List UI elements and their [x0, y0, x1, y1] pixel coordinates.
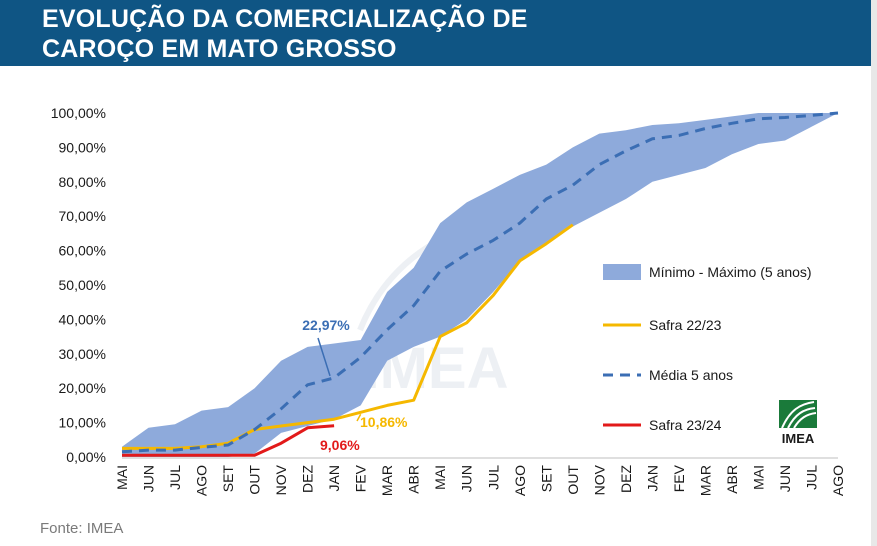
y-tick-label: 60,00% [59, 243, 106, 259]
y-tick-label: 80,00% [59, 174, 106, 190]
x-tick-label: MAI [432, 465, 448, 490]
legend-label-safra-2324: Safra 23/24 [649, 417, 722, 433]
y-tick-label: 90,00% [59, 139, 106, 155]
page-edge [871, 0, 877, 546]
commercialization-chart: IMEA 0,00% 10,00% 20,00% 30,00% 40,00% 50,00%… [51, 105, 846, 496]
legend: Mínimo - Máximo (5 anos) Safra 22/23 Média… [603, 264, 812, 433]
x-tick-label: FEV [671, 464, 687, 492]
annotations-layer: 22,97% 10,86%9,06% [302, 317, 408, 453]
x-tick-label: JUL [803, 465, 819, 490]
y-axis: 0,00% 10,00% 20,00% 30,00% 40,00% 50,00% 60,00… [51, 105, 106, 465]
logo-text: IMEA [782, 431, 815, 446]
x-tick-label: MAR [379, 465, 395, 496]
y-tick-label: 40,00% [59, 311, 106, 327]
x-tick-label: SET [220, 465, 236, 493]
x-tick-label: FEV [353, 464, 369, 492]
legend-label-media-5-anos: Média 5 anos [649, 367, 733, 383]
x-tick-label: JUN [777, 465, 793, 492]
x-tick-label: DEZ [618, 465, 634, 493]
logo-swoosh [781, 401, 817, 429]
y-tick-label: 20,00% [59, 380, 106, 396]
legend-swatch-band [603, 264, 641, 280]
source-note: Fonte: IMEA [40, 520, 124, 537]
y-tick-label: 30,00% [59, 346, 106, 362]
annotation-2223-leader [356, 413, 362, 422]
series-line-safra-2324 [122, 424, 335, 457]
y-tick-label: 100,00% [51, 105, 106, 121]
title-banner: EVOLUÇÃO DA COMERCIALIZAÇÃO DE CAROÇO EM… [0, 0, 871, 66]
x-tick-label: JAN [644, 465, 660, 491]
series-line-media-5-anos [121, 111, 839, 454]
x-tick-label: JUL [485, 465, 501, 490]
y-tick-label: 10,00% [59, 415, 106, 431]
x-tick-label: ABR [724, 465, 740, 494]
x-tick-label: AGO [830, 465, 846, 496]
chart-title-line-2: CAROÇO EM MATO GROSSO [42, 35, 397, 63]
x-tick-label: DEZ [300, 465, 316, 493]
series-lines-layer [121, 111, 839, 457]
y-tick-label: 0,00% [66, 449, 106, 465]
y-tick-label: 70,00% [59, 208, 106, 224]
x-tick-label: NOV [273, 464, 289, 495]
annotation-media: 22,97% [302, 317, 350, 333]
x-tick-label: OUT [565, 465, 581, 495]
x-tick-label: MAI [750, 465, 766, 490]
x-tick-label: JUL [167, 465, 183, 490]
annotation-2324: 9,06% [320, 437, 360, 453]
chart-title-line-1: EVOLUÇÃO DA COMERCIALIZAÇÃO DE [42, 5, 528, 33]
x-tick-label: ABR [406, 465, 422, 494]
x-tick-label: OUT [247, 465, 263, 495]
x-tick-label: JUN [141, 465, 157, 492]
x-tick-label: AGO [194, 465, 210, 496]
annotation-2223: 10,86% [360, 414, 408, 430]
x-tick-label: SET [538, 465, 554, 493]
x-tick-label: NOV [591, 464, 607, 495]
imea-logo: IMEA [779, 400, 817, 446]
annotation-media-leader [317, 337, 331, 377]
x-tick-label: MAI [114, 465, 130, 490]
y-tick-label: 50,00% [59, 277, 106, 293]
x-tick-label: MAR [697, 465, 713, 496]
x-tick-label: AGO [512, 465, 528, 496]
x-tick-label: JUN [459, 465, 475, 492]
chart-title: EVOLUÇÃO DA COMERCIALIZAÇÃO DE CAROÇO EM… [42, 4, 742, 64]
x-tick-label: JAN [326, 465, 342, 491]
min-max-band-area [122, 113, 838, 457]
x-axis: MAI JUN JUL AGO SET OUT NOV DEZ JAN FEV MAR ABR MAI J… [114, 457, 846, 496]
min-max-band-layer [122, 113, 838, 457]
legend-label-safra-2223: Safra 22/23 [649, 317, 722, 333]
legend-label-band: Mínimo - Máximo (5 anos) [649, 264, 812, 280]
